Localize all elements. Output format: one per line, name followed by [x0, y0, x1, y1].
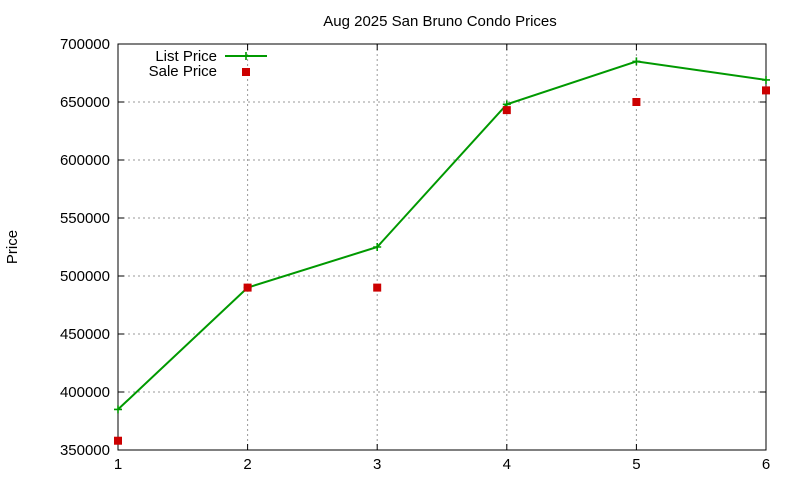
y-tick-label: 450000 — [60, 326, 110, 343]
series-layer — [114, 57, 770, 445]
plot-frame — [117, 43, 767, 451]
sale-price-point — [114, 436, 122, 445]
x-tick-label: 5 — [632, 456, 640, 473]
list-price-point — [373, 243, 382, 251]
x-tick-label: 4 — [503, 456, 511, 473]
sale-price-point — [243, 283, 252, 292]
list-price-line — [117, 60, 767, 411]
y-axis-label: Price — [4, 230, 21, 264]
sale-price-point — [373, 283, 382, 292]
legend-label-sale-price: Sale Price — [149, 63, 217, 80]
legend-marker-sale-price — [242, 68, 250, 76]
sale-price-point — [502, 106, 511, 115]
y-tick-label: 600000 — [60, 152, 110, 169]
list-price-point — [762, 75, 770, 84]
x-tick-label: 6 — [762, 456, 770, 473]
list-price-point — [632, 57, 641, 66]
list-price-point — [114, 405, 122, 414]
legend-marker-list-price — [242, 52, 250, 60]
grid — [118, 44, 766, 450]
y-tick-label: 400000 — [60, 384, 110, 401]
sale-price-point — [632, 98, 641, 106]
chart-title: Aug 2025 San Bruno Condo Prices — [323, 13, 557, 30]
y-tick-label: 550000 — [60, 210, 110, 227]
sale-price-point — [762, 86, 770, 95]
y-tick-label: 650000 — [60, 94, 110, 111]
y-tick-label: 500000 — [60, 268, 110, 285]
x-tick-label: 2 — [243, 456, 251, 473]
ticks: 350000 400000 450000 500000 550000 600000 6500… — [60, 36, 770, 473]
y-tick-label: 350000 — [60, 442, 110, 459]
y-tick-label: 700000 — [60, 36, 110, 53]
legend-label-list-price: List Price — [155, 48, 217, 65]
x-tick-label: 1 — [114, 456, 122, 473]
x-tick-label: 3 — [373, 456, 381, 473]
